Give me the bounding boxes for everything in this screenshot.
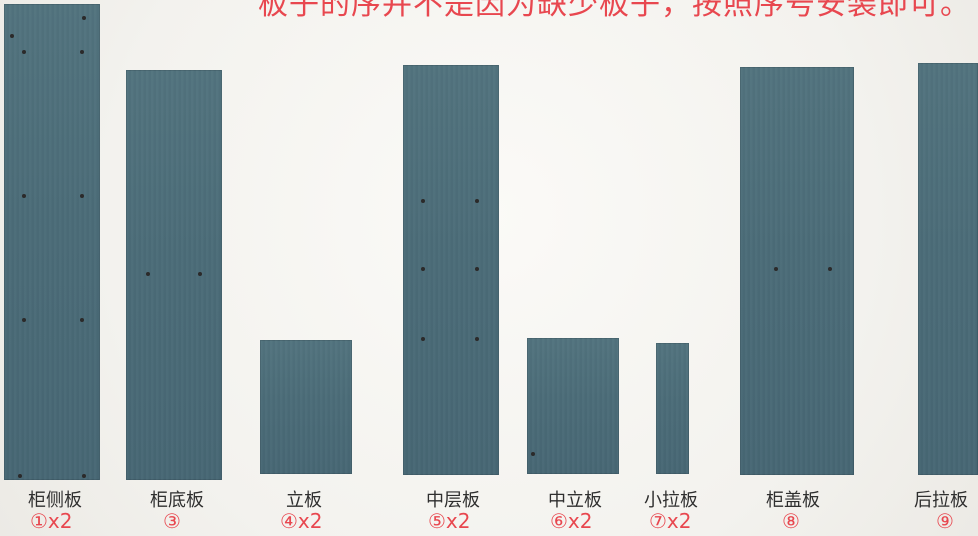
middle-shelf-panel [403, 65, 499, 475]
middle-vertical-panel [527, 338, 619, 474]
part-qty-cabinet-top: ⑧ [782, 509, 800, 533]
vertical-panel [260, 340, 352, 474]
part-name-middle-shelf: 中层板 [426, 490, 480, 511]
part-qty-cabinet-bottom: ③ [163, 509, 181, 533]
screw-hole [421, 337, 425, 341]
screw-hole [22, 50, 26, 54]
screw-hole [82, 16, 86, 20]
cabinet-bottom-panel [126, 70, 222, 480]
part-name-cabinet-side: 柜侧板 [28, 490, 82, 511]
part-qty-middle-vertical: ⑥x2 [550, 509, 593, 533]
cabinet-side-panel [4, 4, 100, 480]
part-qty-cabinet-side: ①x2 [30, 509, 73, 533]
part-qty-small-pull: ⑦x2 [649, 509, 692, 533]
screw-hole [475, 199, 479, 203]
screw-hole [80, 50, 84, 54]
screw-hole [80, 194, 84, 198]
screw-hole [146, 272, 150, 276]
screw-hole [531, 452, 535, 456]
screw-hole [22, 194, 26, 198]
screw-hole [18, 474, 22, 478]
screw-hole [421, 199, 425, 203]
screw-hole [22, 318, 26, 322]
screw-hole [475, 267, 479, 271]
screw-hole [82, 474, 86, 478]
part-name-cabinet-bottom: 柜底板 [150, 490, 204, 511]
part-name-vertical: 立板 [286, 490, 322, 511]
part-name-cabinet-top: 柜盖板 [766, 490, 820, 511]
back-pull-panel [918, 63, 978, 475]
assembly-notice: 板子的序并不是因为缺少板子，按照序号安装即可。 [258, 0, 971, 22]
part-name-small-pull: 小拉板 [644, 490, 698, 511]
part-name-middle-vertical: 中立板 [548, 490, 602, 511]
screw-hole [10, 34, 14, 38]
cabinet-top-panel [740, 67, 854, 475]
part-name-back-pull: 后拉板 [914, 490, 968, 511]
part-qty-back-pull: ⑨ [936, 509, 954, 533]
small-pull-panel [656, 343, 689, 474]
screw-hole [774, 267, 778, 271]
part-qty-vertical: ④x2 [280, 509, 323, 533]
screw-hole [198, 272, 202, 276]
screw-hole [828, 267, 832, 271]
screw-hole [421, 267, 425, 271]
part-qty-middle-shelf: ⑤x2 [428, 509, 471, 533]
screw-hole [475, 337, 479, 341]
screw-hole [80, 318, 84, 322]
